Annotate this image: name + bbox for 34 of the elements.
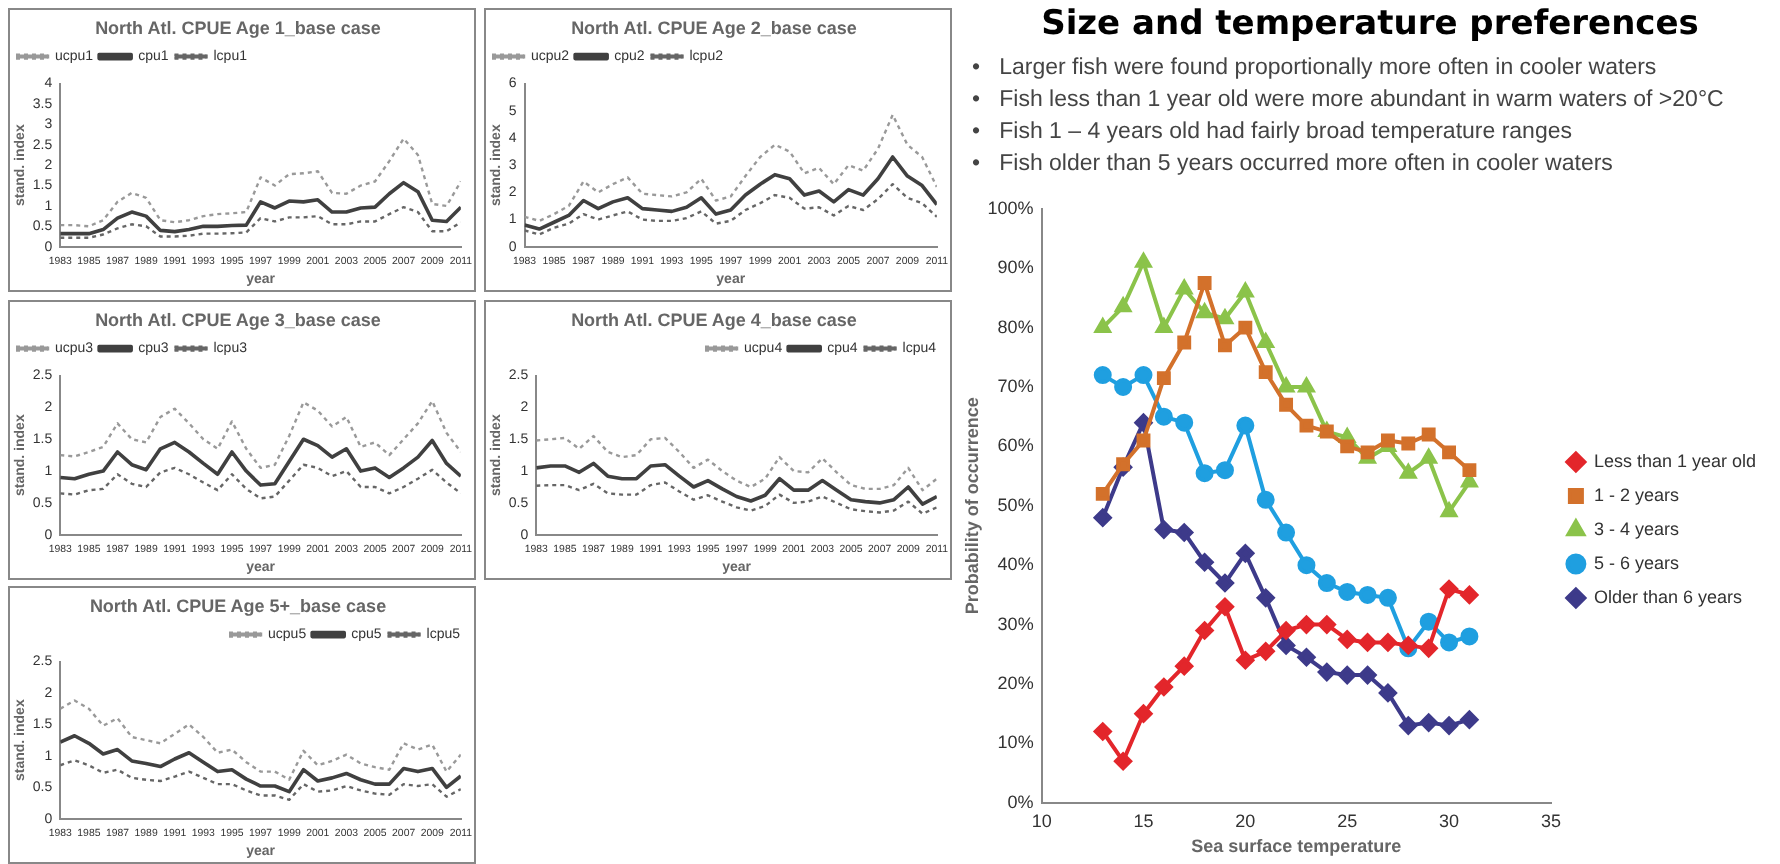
- y-tick-label: 90%: [997, 257, 1034, 278]
- text: • Fish less than 1 year old were more abundant in warm waters of >20°C: [972, 86, 1726, 116]
- y-tick-label: 80%: [997, 316, 1034, 337]
- x-tick-label: 35: [1540, 810, 1561, 831]
- chart-title: North Atl. CPUE Age 3_base case: [95, 309, 381, 330]
- x-tick-label: 30: [1439, 810, 1460, 831]
- y-axis-title: Probability of occurrence: [961, 397, 982, 615]
- legend-label: 5 - 6 years: [1593, 552, 1680, 573]
- x-axis-title: Sea surface temperature: [1191, 836, 1402, 857]
- legend-label: Older than 6 years: [1593, 586, 1743, 607]
- chart-title: North Atl. CPUE Age 5+_base case: [89, 595, 387, 616]
- y-tick-label: 60%: [997, 435, 1034, 456]
- chart-title: North Atl. CPUE Age 2_base case: [571, 17, 857, 38]
- legend-label: 3 - 4 years: [1593, 518, 1680, 539]
- y-tick-label: 100%: [987, 197, 1034, 218]
- y-tick-label: 10%: [997, 732, 1034, 753]
- text: Size and temperature preferences: [1039, 4, 1701, 44]
- x-tick-label: 20: [1235, 810, 1256, 831]
- text: • Fish older than 5 years occurred more often in cooler waters: [972, 150, 1615, 180]
- x-tick-label: 10: [1031, 810, 1052, 831]
- legend-label: Less than 1 year old: [1593, 450, 1757, 471]
- text: • Fish 1 – 4 years old had fairly broad temperature ranges: [972, 118, 1574, 148]
- chart-title: North Atl. CPUE Age 1_base case: [95, 17, 381, 38]
- legend-label: 1 - 2 years: [1593, 484, 1680, 505]
- y-tick-label: 30%: [997, 613, 1034, 634]
- y-tick-label: 0%: [1007, 791, 1034, 812]
- x-tick-label: 25: [1337, 810, 1358, 831]
- text: • Larger fish were found proportionally more often in cooler waters: [972, 54, 1659, 84]
- x-tick-label: 15: [1133, 810, 1154, 831]
- y-tick-label: 50%: [997, 494, 1034, 515]
- y-tick-label: 40%: [997, 554, 1034, 575]
- y-tick-label: 70%: [997, 375, 1034, 396]
- chart-title: North Atl. CPUE Age 4_base case: [571, 309, 857, 330]
- y-tick-label: 20%: [997, 672, 1034, 693]
